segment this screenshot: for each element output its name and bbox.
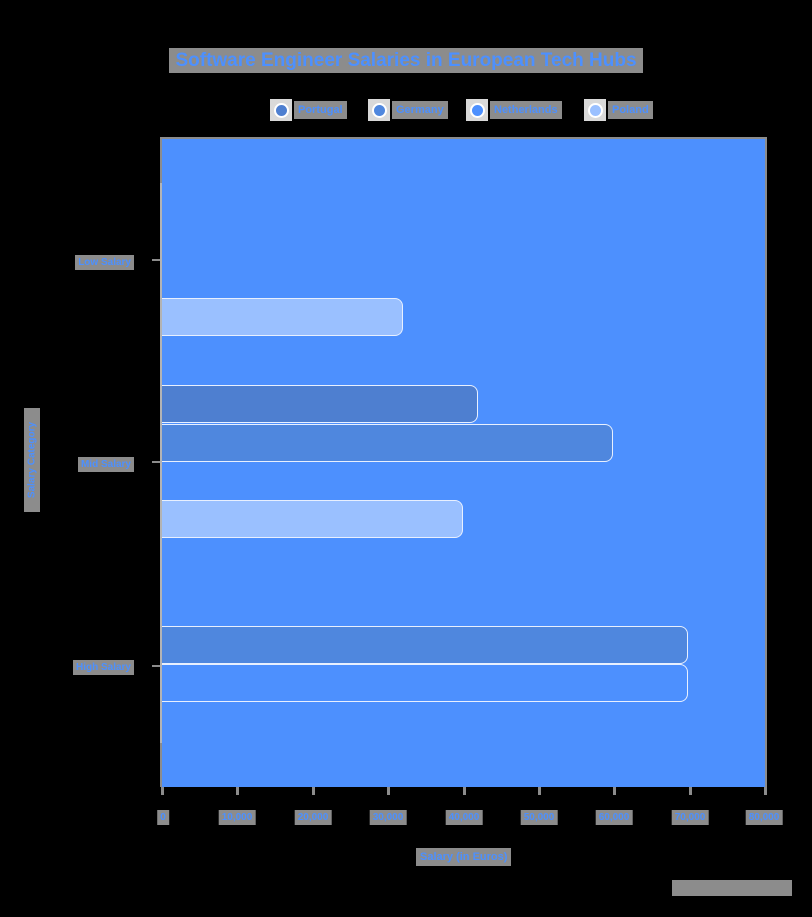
x-tick — [312, 787, 315, 795]
x-label: 60,000 — [595, 810, 633, 825]
bar-high-germany[interactable] — [162, 626, 688, 664]
x-label: 10,000 — [218, 810, 256, 825]
legend-label: Germany — [392, 101, 448, 119]
x-tick — [613, 787, 616, 795]
x-tick — [161, 787, 164, 795]
x-tick — [764, 787, 767, 795]
circle-icon — [587, 102, 603, 118]
bar-mid-germany[interactable] — [162, 424, 613, 462]
x-label: 40,000 — [445, 810, 483, 825]
y-axis-title-text: Salary Category — [26, 421, 38, 499]
chart-title-text: Software Engineer Salaries in European T… — [169, 48, 643, 73]
y-tick — [152, 665, 160, 667]
legend-label: Portugal — [294, 101, 347, 119]
legend-label: Netherlands — [490, 101, 562, 119]
x-label: 20,000 — [294, 810, 332, 825]
y-axis-line — [160, 183, 162, 743]
x-tick — [387, 787, 390, 795]
legend-swatch — [270, 99, 292, 121]
circle-icon — [273, 102, 289, 118]
legend-swatch — [584, 99, 606, 121]
x-tick — [538, 787, 541, 795]
x-label: 80,000 — [745, 810, 783, 825]
y-label-low: Low Salary — [75, 255, 134, 270]
y-label-mid: Mid Salary — [77, 457, 134, 472]
bar-low-poland[interactable] — [162, 298, 403, 336]
bar-high-netherlands[interactable] — [162, 664, 688, 702]
legend-item-poland[interactable]: Poland — [584, 99, 653, 121]
bar-mid-portugal[interactable] — [162, 385, 478, 423]
x-tick — [236, 787, 239, 795]
circle-icon — [371, 102, 387, 118]
legend-swatch — [466, 99, 488, 121]
x-tick — [463, 787, 466, 795]
bar-mid-poland[interactable] — [162, 500, 463, 538]
watermark — [672, 880, 792, 896]
y-axis-title: Salary Category — [24, 408, 40, 512]
legend-swatch — [368, 99, 390, 121]
x-label: 0 — [157, 810, 169, 825]
circle-icon — [469, 102, 485, 118]
x-label: 70,000 — [671, 810, 709, 825]
chart-title: Software Engineer Salaries in European T… — [0, 48, 812, 73]
y-tick — [152, 259, 160, 261]
legend-item-netherlands[interactable]: Netherlands — [466, 99, 562, 121]
legend-item-portugal[interactable]: Portugal — [270, 99, 347, 121]
y-tick — [152, 461, 160, 463]
x-label: 30,000 — [369, 810, 407, 825]
x-label: 50,000 — [520, 810, 558, 825]
x-tick — [689, 787, 692, 795]
legend-item-germany[interactable]: Germany — [368, 99, 448, 121]
x-axis-title: Salary (in Euros) — [416, 848, 512, 866]
legend-label: Poland — [608, 101, 653, 119]
y-label-high: High Salary — [72, 660, 134, 675]
